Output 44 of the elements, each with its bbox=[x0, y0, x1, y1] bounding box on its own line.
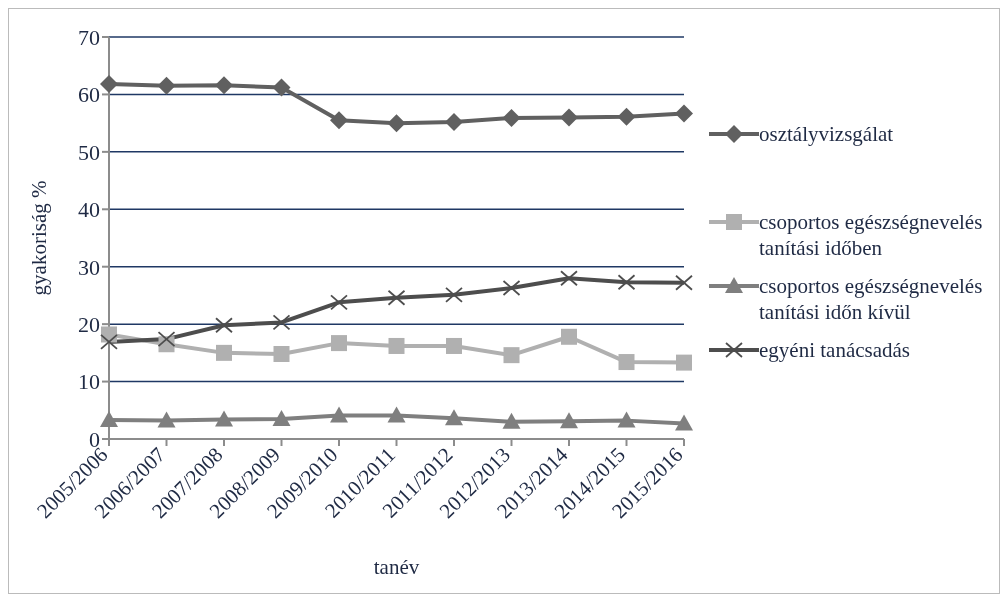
y-tick-label: 70 bbox=[78, 24, 100, 50]
point bbox=[157, 411, 176, 428]
legend-label: csoportos egészségnevelés tanítási időn kívül bbox=[759, 273, 984, 325]
point bbox=[215, 410, 233, 427]
point bbox=[502, 108, 521, 127]
y-tick-label: 60 bbox=[78, 82, 100, 108]
point bbox=[560, 108, 578, 127]
y-tick-label: 40 bbox=[78, 197, 100, 223]
y-tick-label: 50 bbox=[78, 139, 100, 165]
y-tick-label: 10 bbox=[78, 369, 100, 395]
point bbox=[617, 411, 636, 428]
y-tick-label: 30 bbox=[78, 254, 100, 280]
point bbox=[272, 78, 291, 97]
point bbox=[617, 107, 636, 126]
point bbox=[676, 354, 692, 371]
point bbox=[215, 76, 233, 95]
point bbox=[157, 76, 176, 95]
point bbox=[618, 354, 635, 371]
legend-label: csoportos egészségnevelés tanítási időben bbox=[759, 209, 984, 261]
point bbox=[330, 406, 348, 423]
point bbox=[272, 409, 291, 426]
point bbox=[503, 347, 520, 364]
point bbox=[216, 344, 232, 361]
point bbox=[331, 335, 347, 352]
point bbox=[100, 411, 118, 428]
point bbox=[387, 114, 406, 133]
point bbox=[445, 112, 463, 131]
point bbox=[273, 346, 290, 363]
point bbox=[445, 409, 463, 426]
point bbox=[675, 414, 693, 431]
y-tick-label: 20 bbox=[78, 311, 100, 337]
point bbox=[388, 337, 405, 354]
point bbox=[675, 104, 693, 123]
y-axis-title: gyakoriság % bbox=[27, 180, 52, 296]
point bbox=[561, 328, 577, 345]
x-axis-title: tanév bbox=[373, 555, 420, 579]
point bbox=[100, 75, 118, 94]
point bbox=[330, 111, 348, 130]
point bbox=[502, 412, 521, 429]
point bbox=[387, 406, 406, 423]
legend-label: osztályvizsgálat bbox=[759, 121, 894, 147]
point bbox=[560, 412, 578, 429]
point bbox=[446, 337, 462, 354]
legend-label: egyéni tanácsadás bbox=[759, 337, 911, 363]
